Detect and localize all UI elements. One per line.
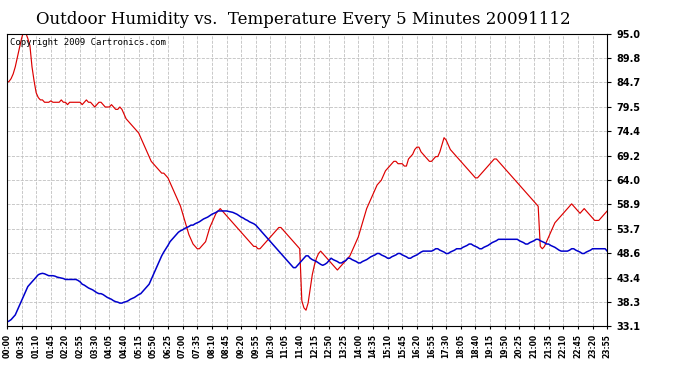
Text: Copyright 2009 Cartronics.com: Copyright 2009 Cartronics.com	[10, 38, 166, 47]
Text: Outdoor Humidity vs.  Temperature Every 5 Minutes 20091112: Outdoor Humidity vs. Temperature Every 5…	[37, 11, 571, 28]
